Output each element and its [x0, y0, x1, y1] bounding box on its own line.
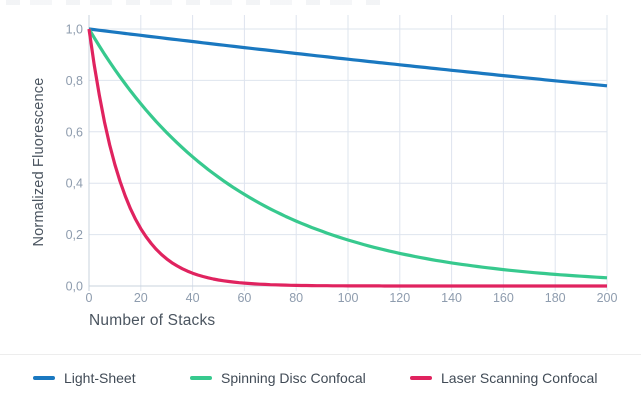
x-tick-label: 160 — [493, 291, 514, 305]
x-tick-label: 120 — [389, 291, 410, 305]
legend-label-light-sheet: Light-Sheet — [64, 370, 136, 386]
x-tick-label: 180 — [545, 291, 566, 305]
y-tick-label: 1,0 — [66, 23, 83, 37]
x-tick-label: 40 — [186, 291, 200, 305]
y-tick-label: 0,8 — [66, 74, 83, 88]
legend-item-light-sheet: Light-Sheet — [33, 370, 136, 386]
x-tick-label: 100 — [338, 291, 359, 305]
x-tick-label: 140 — [441, 291, 462, 305]
x-tick-label: 200 — [597, 291, 618, 305]
x-tick-label: 20 — [134, 291, 148, 305]
y-tick-label: 0,6 — [66, 125, 83, 139]
legend-label-laser-scanning-confocal: Laser Scanning Confocal — [441, 370, 598, 386]
y-tick-label: 0,0 — [66, 280, 83, 294]
y-tick-label: 0,2 — [66, 228, 83, 242]
light-sheet-line-swatch — [33, 376, 55, 380]
x-tick-label: 0 — [86, 291, 93, 305]
laser-scanning-line-swatch — [410, 376, 432, 380]
x-tick-label: 60 — [237, 291, 251, 305]
spinning-disc-line-swatch — [190, 376, 212, 380]
legend-divider — [0, 354, 641, 355]
y-tick-label: 0,4 — [66, 177, 83, 191]
series-line-laser-scanning-confocal — [87, 28, 607, 288]
legend-label-spinning-disc-confocal: Spinning Disc Confocal — [221, 370, 366, 386]
x-tick-label: 80 — [289, 291, 303, 305]
top-edge-artifact — [6, 0, 390, 5]
y-axis-title: Normalized Fluorescence — [31, 77, 47, 247]
x-axis-title: Number of Stacks — [89, 312, 216, 329]
legend-item-spinning-disc-confocal: Spinning Disc Confocal — [190, 370, 366, 386]
series-line-spinning-disc-confocal — [87, 28, 608, 280]
series-line-light-sheet — [88, 27, 608, 88]
legend-item-laser-scanning-confocal: Laser Scanning Confocal — [410, 370, 597, 386]
